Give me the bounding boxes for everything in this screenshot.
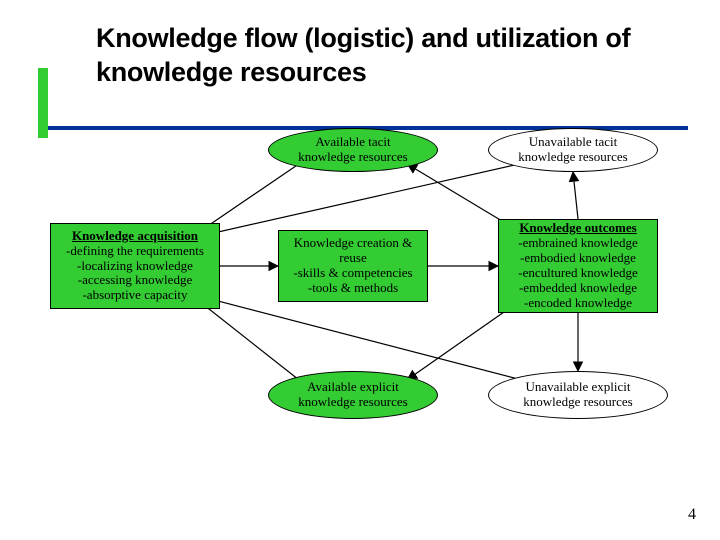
edge-unavail_tacit-to-acquisition: [189, 164, 518, 238]
node-avail_tacit: Available tacitknowledge resources: [268, 128, 438, 172]
node-line: -encultured knowledge: [518, 266, 637, 281]
node-line: -accessing knowledge: [78, 273, 192, 288]
node-line: -tools & methods: [308, 281, 398, 296]
node-title: Knowledge outcomes: [519, 221, 636, 236]
node-line: Available explicit: [307, 380, 399, 395]
node-acquisition: Knowledge acquisition-defining the requi…: [50, 223, 220, 309]
slide-number: 4: [688, 506, 696, 524]
title-sidebar-accent: [38, 68, 48, 138]
node-line: Available tacit: [315, 135, 390, 150]
page-title: Knowledge flow (logistic) and utilizatio…: [96, 22, 716, 90]
node-avail_explicit: Available explicitknowledge resources: [268, 371, 438, 419]
node-line: knowledge resources: [298, 150, 407, 165]
node-line: -embodied knowledge: [520, 251, 636, 266]
node-title: Knowledge acquisition: [72, 229, 198, 244]
node-line: knowledge resources: [518, 150, 627, 165]
node-line: Knowledge creation &: [294, 236, 412, 251]
node-line: -encoded knowledge: [524, 296, 632, 311]
node-line: Unavailable tacit: [529, 135, 617, 150]
node-unavail_tacit: Unavailable tacitknowledge resources: [488, 128, 658, 172]
node-line: -absorptive capacity: [82, 288, 187, 303]
node-line: -embedded knowledge: [519, 281, 637, 296]
node-line: -localizing knowledge: [77, 259, 193, 274]
node-line: -embrained knowledge: [518, 236, 637, 251]
node-creation: Knowledge creation &reuse-skills & compe…: [278, 230, 428, 302]
node-outcomes: Knowledge outcomes-embrained knowledge-e…: [498, 219, 658, 313]
node-line: reuse: [339, 251, 366, 266]
node-line: -defining the requirements: [66, 244, 204, 259]
edge-unavail_explicit-to-acquisition: [189, 294, 520, 380]
node-line: -skills & competencies: [293, 266, 412, 281]
node-line: knowledge resources: [523, 395, 632, 410]
node-line: knowledge resources: [298, 395, 407, 410]
node-unavail_explicit: Unavailable explicitknowledge resources: [488, 371, 668, 419]
edge-outcomes-to-unavail_tacit: [573, 172, 578, 219]
node-line: Unavailable explicit: [525, 380, 630, 395]
